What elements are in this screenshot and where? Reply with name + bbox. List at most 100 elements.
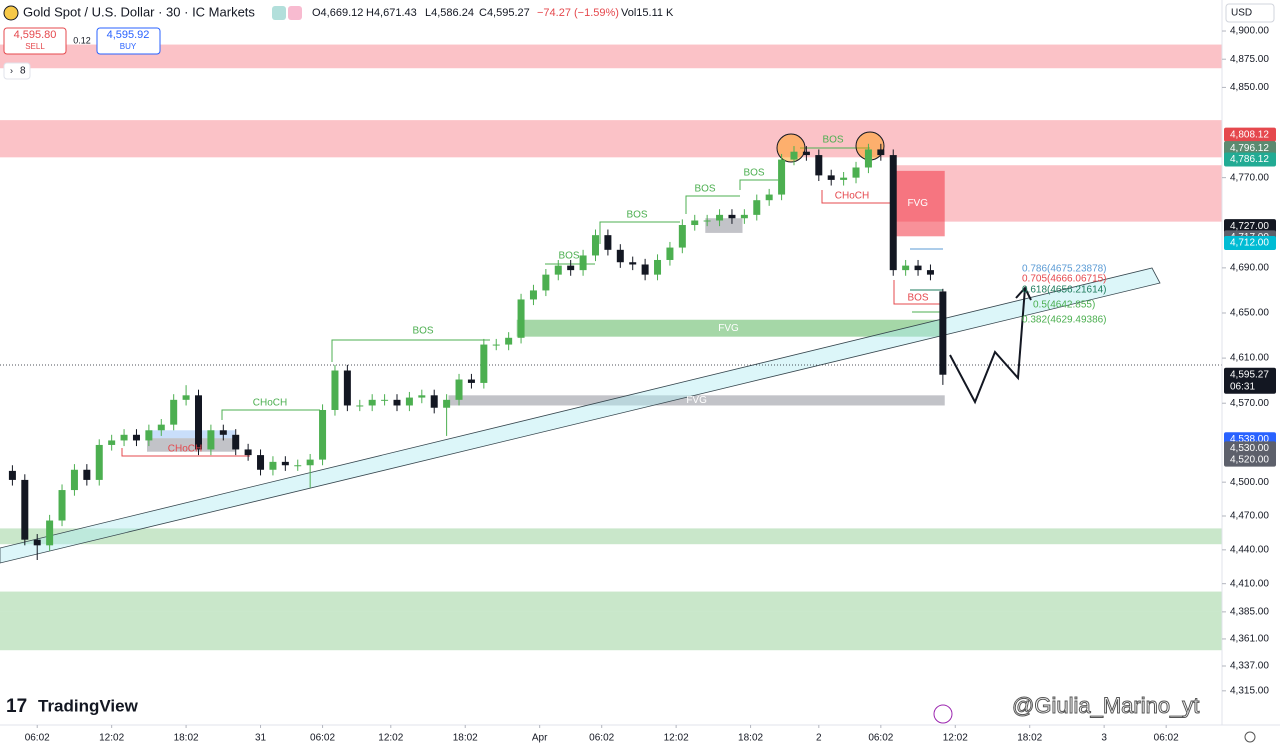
candle-body <box>467 379 475 383</box>
candle-body <box>480 344 488 383</box>
x-tick-label: 2 <box>816 733 822 744</box>
x-tick-label: 18:02 <box>453 733 478 744</box>
zone <box>516 319 941 337</box>
candle-body <box>145 430 153 441</box>
x-tick-label: 12:02 <box>378 733 403 744</box>
buy-button[interactable] <box>96 27 161 55</box>
candle-body <box>616 249 624 263</box>
highlight-circle <box>776 133 806 163</box>
y-tick-label: 4,315.00 <box>1230 685 1269 696</box>
candle-body <box>492 344 500 346</box>
candle-body <box>889 155 897 271</box>
ohlc-header: O4,669.12 H4,671.43 L4,586.24 C4,595.27 −74.… <box>312 7 674 19</box>
zone <box>0 528 1222 545</box>
candle-body <box>219 430 227 435</box>
candle-body <box>132 434 140 441</box>
candle-body <box>790 151 798 160</box>
y-tick-label: 4,850.00 <box>1230 82 1269 93</box>
x-tick-label: 31 <box>255 733 267 744</box>
candle-body <box>604 235 612 250</box>
candle-body <box>33 539 41 546</box>
candle-body <box>629 262 637 265</box>
structure-label: BOS <box>558 251 579 262</box>
y-tick-label: 4,690.00 <box>1230 263 1269 274</box>
y-tick-label: 4,361.00 <box>1230 634 1269 645</box>
candle-body <box>517 299 525 338</box>
candle-body <box>269 461 277 470</box>
candle-body <box>8 470 16 480</box>
structure-label: CHoCH <box>835 191 869 202</box>
structure-label: CHoCH <box>168 444 202 455</box>
price-tag-label: 4,796.12 <box>1230 143 1269 154</box>
fib-label: 0.5(4642.855) <box>1033 300 1095 311</box>
projection-arrowhead <box>1015 286 1032 301</box>
ohlc-value: O4,669.12 <box>312 7 363 19</box>
symbol-title[interactable]: Gold Spot / U.S. Dollar · 30 · IC Market… <box>23 4 255 19</box>
y-tick-label: 4,385.00 <box>1230 607 1269 618</box>
ohlc-value: C4,595.27 <box>479 7 530 19</box>
candle-body <box>740 214 748 219</box>
candle-body <box>840 177 848 180</box>
price-tag-label: 4,538.00 <box>1230 434 1269 445</box>
trend-channel <box>0 267 1161 564</box>
candle-body <box>21 479 29 540</box>
zone <box>448 395 945 406</box>
brand: TradingView <box>38 696 139 715</box>
candle-body <box>244 449 252 456</box>
candle-body <box>542 274 550 291</box>
settings-icon[interactable] <box>1244 731 1256 743</box>
alert-icon[interactable] <box>933 704 953 724</box>
candle-body <box>716 214 724 221</box>
candle-body <box>902 265 910 271</box>
candle-body <box>666 247 674 260</box>
y-tick-label: 4,570.00 <box>1230 398 1269 409</box>
structure-label: BOS <box>694 184 715 195</box>
candle-body <box>926 270 934 275</box>
zone <box>705 218 743 233</box>
price-tag <box>1224 127 1276 142</box>
candles <box>8 143 947 560</box>
buy-price: 4,595.92 <box>107 29 150 41</box>
zone <box>890 170 945 237</box>
axes: 4,900.00 4,875.00 4,850.00 4,770.00 4,690.00… <box>25 26 1276 744</box>
zone <box>0 591 1222 612</box>
price-tag-label: 4,595.27 <box>1230 369 1269 380</box>
candle-body <box>70 469 78 491</box>
x-tick-label: 06:02 <box>589 733 614 744</box>
candle-body <box>802 151 810 156</box>
toggle-arrow: › <box>10 65 13 75</box>
status-dot[interactable] <box>288 6 302 20</box>
candle-body <box>691 220 699 226</box>
x-tick-label: 18:02 <box>174 733 199 744</box>
candle-body <box>939 291 947 375</box>
candle-body <box>418 395 426 398</box>
sell-label: SELL <box>25 42 45 51</box>
status-dot[interactable] <box>272 6 286 20</box>
candle-body <box>157 424 165 431</box>
price-tag <box>1224 219 1276 234</box>
y-tick-label: 4,470.00 <box>1230 511 1269 522</box>
currency-button[interactable] <box>1225 3 1275 23</box>
candle-body <box>753 200 761 215</box>
candle-body <box>170 399 178 425</box>
candle-body <box>393 399 401 406</box>
candle-body <box>257 455 265 470</box>
y-tick-label: 4,650.00 <box>1230 308 1269 319</box>
candle-body <box>356 405 364 407</box>
structure-label: CHoCH <box>253 398 287 409</box>
x-tick-label: 12:02 <box>943 733 968 744</box>
candle-body <box>108 440 116 445</box>
y-tick-label: 4,875.00 <box>1230 54 1269 65</box>
ohlc-value: −74.27 (−1.59%) <box>537 7 619 19</box>
x-tick-label: 06:02 <box>1154 733 1179 744</box>
candle-body <box>343 370 351 406</box>
candle-body <box>46 520 54 546</box>
indicators-toggle[interactable] <box>3 62 31 80</box>
sell-button[interactable] <box>3 27 67 55</box>
candle-body <box>567 265 575 271</box>
zone-label: FVG <box>907 198 928 209</box>
price-tag <box>1224 441 1276 456</box>
price-tag-label: 4,530.00 <box>1230 443 1269 454</box>
